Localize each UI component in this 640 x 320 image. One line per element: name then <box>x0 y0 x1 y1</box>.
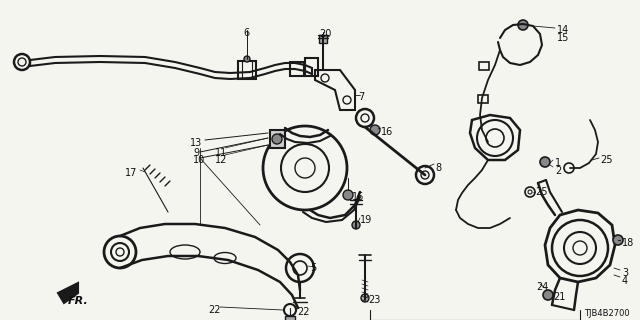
Bar <box>478 95 488 103</box>
Text: 24: 24 <box>536 282 548 292</box>
Text: 5: 5 <box>310 263 316 273</box>
Text: 23: 23 <box>368 295 380 305</box>
Text: 22: 22 <box>208 305 221 315</box>
Text: 22: 22 <box>297 307 310 317</box>
Circle shape <box>613 235 623 245</box>
Text: 10: 10 <box>193 155 205 165</box>
Bar <box>479 62 489 70</box>
Text: 15: 15 <box>557 33 570 43</box>
Text: 1: 1 <box>555 158 561 168</box>
Polygon shape <box>270 130 285 148</box>
Circle shape <box>352 221 360 229</box>
Text: 3: 3 <box>622 268 628 278</box>
Circle shape <box>272 134 282 144</box>
Text: 4: 4 <box>622 276 628 286</box>
Text: 16: 16 <box>381 127 393 137</box>
Circle shape <box>370 125 380 135</box>
Text: 14: 14 <box>557 25 569 35</box>
Text: 25: 25 <box>600 155 612 165</box>
Circle shape <box>244 56 250 62</box>
Text: 9: 9 <box>193 148 199 158</box>
Text: 8: 8 <box>435 163 441 173</box>
Text: FR.: FR. <box>68 296 89 306</box>
Bar <box>238 61 256 79</box>
Text: 6: 6 <box>243 28 249 38</box>
Text: 13: 13 <box>190 138 202 148</box>
Text: 17: 17 <box>125 168 138 178</box>
Bar <box>319 35 327 43</box>
Text: 12: 12 <box>215 155 227 165</box>
Text: 11: 11 <box>215 148 227 158</box>
Text: 25: 25 <box>535 187 547 197</box>
Circle shape <box>361 294 369 302</box>
Polygon shape <box>58 283 78 303</box>
Text: 20: 20 <box>319 29 332 39</box>
Text: 7: 7 <box>358 92 364 102</box>
Text: 2: 2 <box>555 166 561 176</box>
Text: 16: 16 <box>352 192 364 202</box>
Bar <box>285 316 295 320</box>
Text: TJB4B2700: TJB4B2700 <box>584 309 630 318</box>
Circle shape <box>343 190 353 200</box>
Text: 18: 18 <box>622 238 634 248</box>
Text: 21: 21 <box>553 292 565 302</box>
Circle shape <box>518 20 528 30</box>
Circle shape <box>540 157 550 167</box>
Bar <box>290 62 304 76</box>
Text: 19: 19 <box>360 215 372 225</box>
Circle shape <box>543 290 553 300</box>
